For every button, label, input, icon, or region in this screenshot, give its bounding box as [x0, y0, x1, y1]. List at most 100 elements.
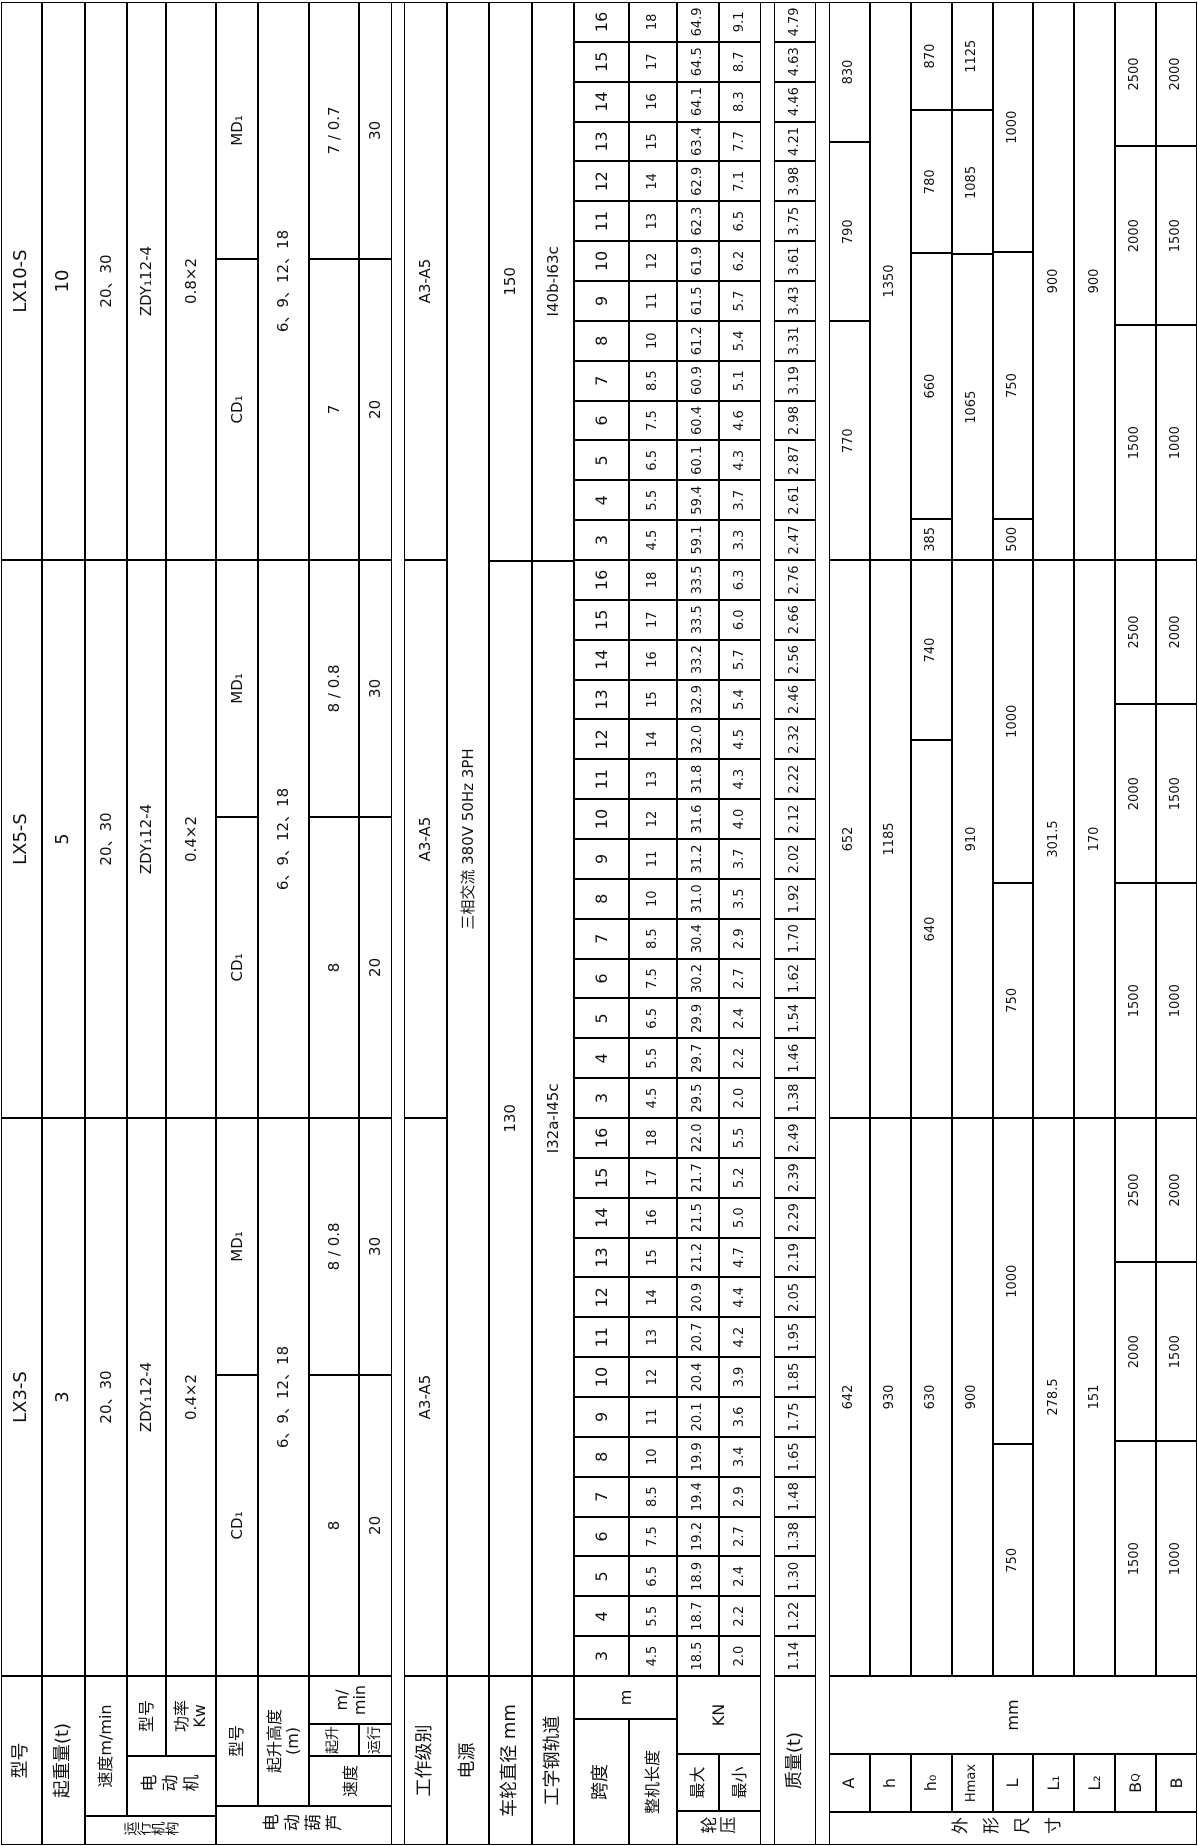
label-dim-h0: h₀: [910, 1754, 952, 1812]
max-load-cell: 18.5: [677, 1636, 719, 1676]
min-load-cell: 5.4: [719, 679, 761, 720]
span-cell: 8: [574, 1436, 629, 1477]
lift-speed-md: 8 / 0.8: [309, 560, 359, 817]
max-load-cell: 61.5: [677, 280, 719, 321]
span-cell: 9: [574, 838, 629, 879]
length-cell: 12: [629, 799, 677, 839]
row-capacity: 起重量(t) 3 5 10: [42, 2, 85, 1845]
pmax-lx5s: 29.5 29.7 29.9 30.2 30.4 31.0 31.2 31.6 31.8 32.0…: [677, 559, 719, 1118]
length-cell: 13: [629, 759, 677, 800]
dim-Hmax-lx3s: 900: [951, 1118, 993, 1676]
span-cell: 13: [574, 679, 629, 720]
length-cell: 17: [629, 599, 677, 640]
dim-h0-cell: 780: [910, 110, 952, 254]
capacity-lx10s: 10: [42, 2, 85, 560]
length-cell: 13: [629, 201, 677, 242]
mass-cell: 2.02: [774, 838, 816, 879]
min-load-cell: 8.3: [719, 81, 761, 122]
dim-BQ-lx3s: 1500 2000 2500: [1115, 1118, 1157, 1676]
dim-L-lx3s: 750 1000: [992, 1118, 1034, 1676]
separator: [392, 2, 404, 1845]
length-cell: 10: [629, 1436, 677, 1477]
max-load-cell: 33.2: [677, 639, 719, 680]
mass-cell: 1.22: [774, 1596, 816, 1637]
mass-cell: 2.19: [774, 1237, 816, 1278]
span-cell: 10: [574, 1357, 629, 1397]
label-model: 型号: [1, 1676, 42, 1845]
label-wheel-load: 轮压: [677, 1811, 761, 1845]
mass-cell: 3.98: [774, 161, 816, 202]
span-cell: 6: [574, 958, 629, 999]
span-cell: 14: [574, 1197, 629, 1238]
span-cell: 4: [574, 1596, 629, 1637]
length-cell: 15: [629, 679, 677, 720]
max-load-cell: 22.0: [677, 1117, 719, 1158]
dim-h-lx10s: 1350: [869, 2, 911, 560]
dim-BQ-cell: 1500: [1115, 883, 1157, 1118]
span-cell: 12: [574, 719, 629, 760]
dim-A-cell: 830: [829, 2, 870, 142]
min-load-cell: 3.7: [719, 838, 761, 879]
max-load-cell: 21.2: [677, 1237, 719, 1278]
span-cell: 14: [574, 639, 629, 680]
length-cell: 5.5: [629, 1038, 677, 1079]
hoist-model-lx3s: CD₁ MD₁: [216, 1118, 258, 1676]
min-load-cell: 5.4: [719, 320, 761, 361]
dim-L2-cell: 900: [1074, 2, 1116, 560]
band-electric-hoist: 电动葫芦 型号 CD₁ MD₁ CD₁ MD₁ CD₁ MD₁: [216, 2, 392, 1845]
row-run-speed: 20 30 20 30 20 30: [359, 2, 392, 1676]
dim-Hmax-cell: 1065: [951, 254, 993, 560]
band-motor: 电动机 型号 ZDY₁12-4 ZDY₁12-4 ZDY₁12-4 功率 Kw …: [127, 2, 216, 1816]
length-cell: 8.5: [629, 1476, 677, 1517]
min-load-cell: 7.7: [719, 121, 761, 162]
row-lift-height: 起升高度 (m) 6、9、12、18 6、9、12、18 6、9、12、18: [258, 2, 309, 1806]
row-dim-h0: 630 640 740 385 660 780 870: [910, 2, 952, 1676]
mass-cell: 2.32: [774, 719, 816, 760]
dim-A-cell: 770: [829, 321, 870, 560]
span-cell: 15: [574, 1157, 629, 1198]
max-load-cell: 20.7: [677, 1317, 719, 1358]
row-dim-Hmax: 900 910 1065 1085 1125: [951, 2, 993, 1676]
mass-lx3s: 1.14 1.22 1.30 1.38 1.48 1.65 1.75 1.85 1.95 2.05…: [774, 1117, 816, 1676]
dim-BQ-cell: 1500: [1115, 325, 1157, 560]
capacity-lx3s: 3: [42, 1118, 85, 1676]
max-load-cell: 29.7: [677, 1038, 719, 1079]
min-load-cell: 2.0: [719, 1636, 761, 1676]
min-load-cell: 7.1: [719, 161, 761, 202]
dim-Hmax-lx10s: 1065 1085 1125: [951, 2, 993, 560]
length-cell: 11: [629, 280, 677, 321]
span-cell: 11: [574, 1317, 629, 1358]
dim-B-cell: 1500: [1156, 703, 1198, 884]
length-cell: 12: [629, 241, 677, 281]
rail-lx3-lx5: Ⅰ32a-Ⅰ45c: [532, 560, 574, 1676]
dim-Hmax-cell: 910: [951, 560, 993, 1118]
span-cell: 5: [574, 1556, 629, 1597]
dim-Hmax-lx5s: 910: [951, 560, 993, 1118]
model-name-lx5s: LX5-S: [1, 560, 42, 1118]
min-load-cell: 2.0: [719, 1078, 761, 1118]
lift-speed-lx10s: 7 7 / 0.7: [309, 2, 359, 560]
dim-L1-lx10s: 900: [1033, 2, 1075, 560]
label-dim-L2: L₂: [1074, 1754, 1116, 1812]
dim-A-lx10s: 770 790 830: [829, 2, 870, 560]
mass-cell: 4.63: [774, 41, 816, 82]
travel-speed-lx3s: 20、30: [85, 1118, 127, 1676]
run-speed-lx10s: 20 30: [359, 2, 392, 560]
label-span: 跨度: [574, 1719, 629, 1845]
dim-h-lx5s: 1185: [869, 560, 911, 1118]
label-mass: 质量(t): [774, 1676, 816, 1845]
row-power-supply: 电源 三相交流 380V 50Hz 3PH: [447, 2, 489, 1845]
max-load-cell: 64.1: [677, 81, 719, 122]
run-speed-md: 30: [359, 1118, 392, 1375]
wheel-dia-lx3-lx5: 130: [489, 560, 532, 1676]
length-cell: 13: [629, 1317, 677, 1358]
span-cell: 16: [574, 1117, 629, 1158]
mass-cell: 1.54: [774, 998, 816, 1039]
dim-B-lx5s: 1000 1500 2000: [1156, 560, 1198, 1118]
dim-L2-lx10s: 900: [1074, 2, 1116, 560]
row-wheel-load-max: 18.5 18.7 18.9 19.2 19.4 19.9 20.1 20.4 20.7 20.9…: [677, 1, 719, 1676]
spans-lx5s: 3 4 5 6 7 8 9 10 11 12 13 14 15 16: [574, 559, 629, 1118]
lift-height-lx5s: 6、9、12、18: [258, 560, 309, 1118]
